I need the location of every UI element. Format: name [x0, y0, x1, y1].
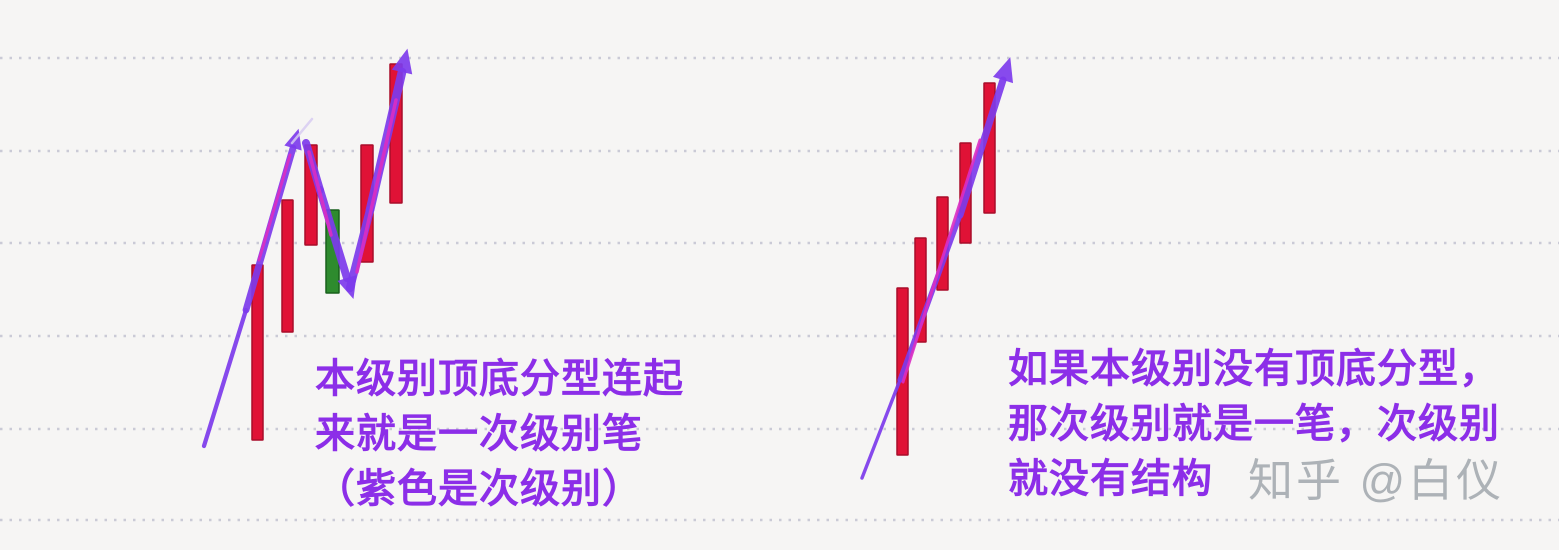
watermark: 知乎 @白仪	[1248, 455, 1505, 506]
kline-candle-up	[281, 199, 294, 333]
arrow-magenta-core	[307, 150, 333, 237]
arrow-magenta-core	[355, 98, 398, 274]
caption-line: 本级别顶底分型连起	[315, 357, 684, 401]
right-caption: 如果本级别没有顶底分型， 那次级别就是一笔，次级别 就没有结构	[1008, 342, 1500, 507]
caption-line: 那次级别就是一笔，次级别	[1008, 402, 1500, 446]
trend-arrow-head	[284, 128, 302, 151]
arrow-magenta-core	[257, 153, 292, 262]
left-caption: 本级别顶底分型连起 来就是一次级别笔 （紫色是次级别）	[315, 352, 684, 517]
trend-arrow-shaft	[956, 76, 1007, 219]
trend-arrow-shaft	[201, 307, 249, 449]
trend-arrow-head	[391, 48, 413, 75]
trend-arrow-shaft	[860, 378, 902, 480]
arrow-faint-tail	[290, 117, 314, 145]
caption-line: 来就是一次级别笔	[315, 412, 643, 456]
caption-line: （紫色是次级别）	[315, 467, 643, 511]
caption-line: 如果本级别没有顶底分型，	[1008, 347, 1500, 391]
trend-arrow-head	[992, 57, 1014, 84]
arrow-magenta-core	[901, 138, 982, 384]
caption-line: 就没有结构	[1008, 457, 1213, 501]
